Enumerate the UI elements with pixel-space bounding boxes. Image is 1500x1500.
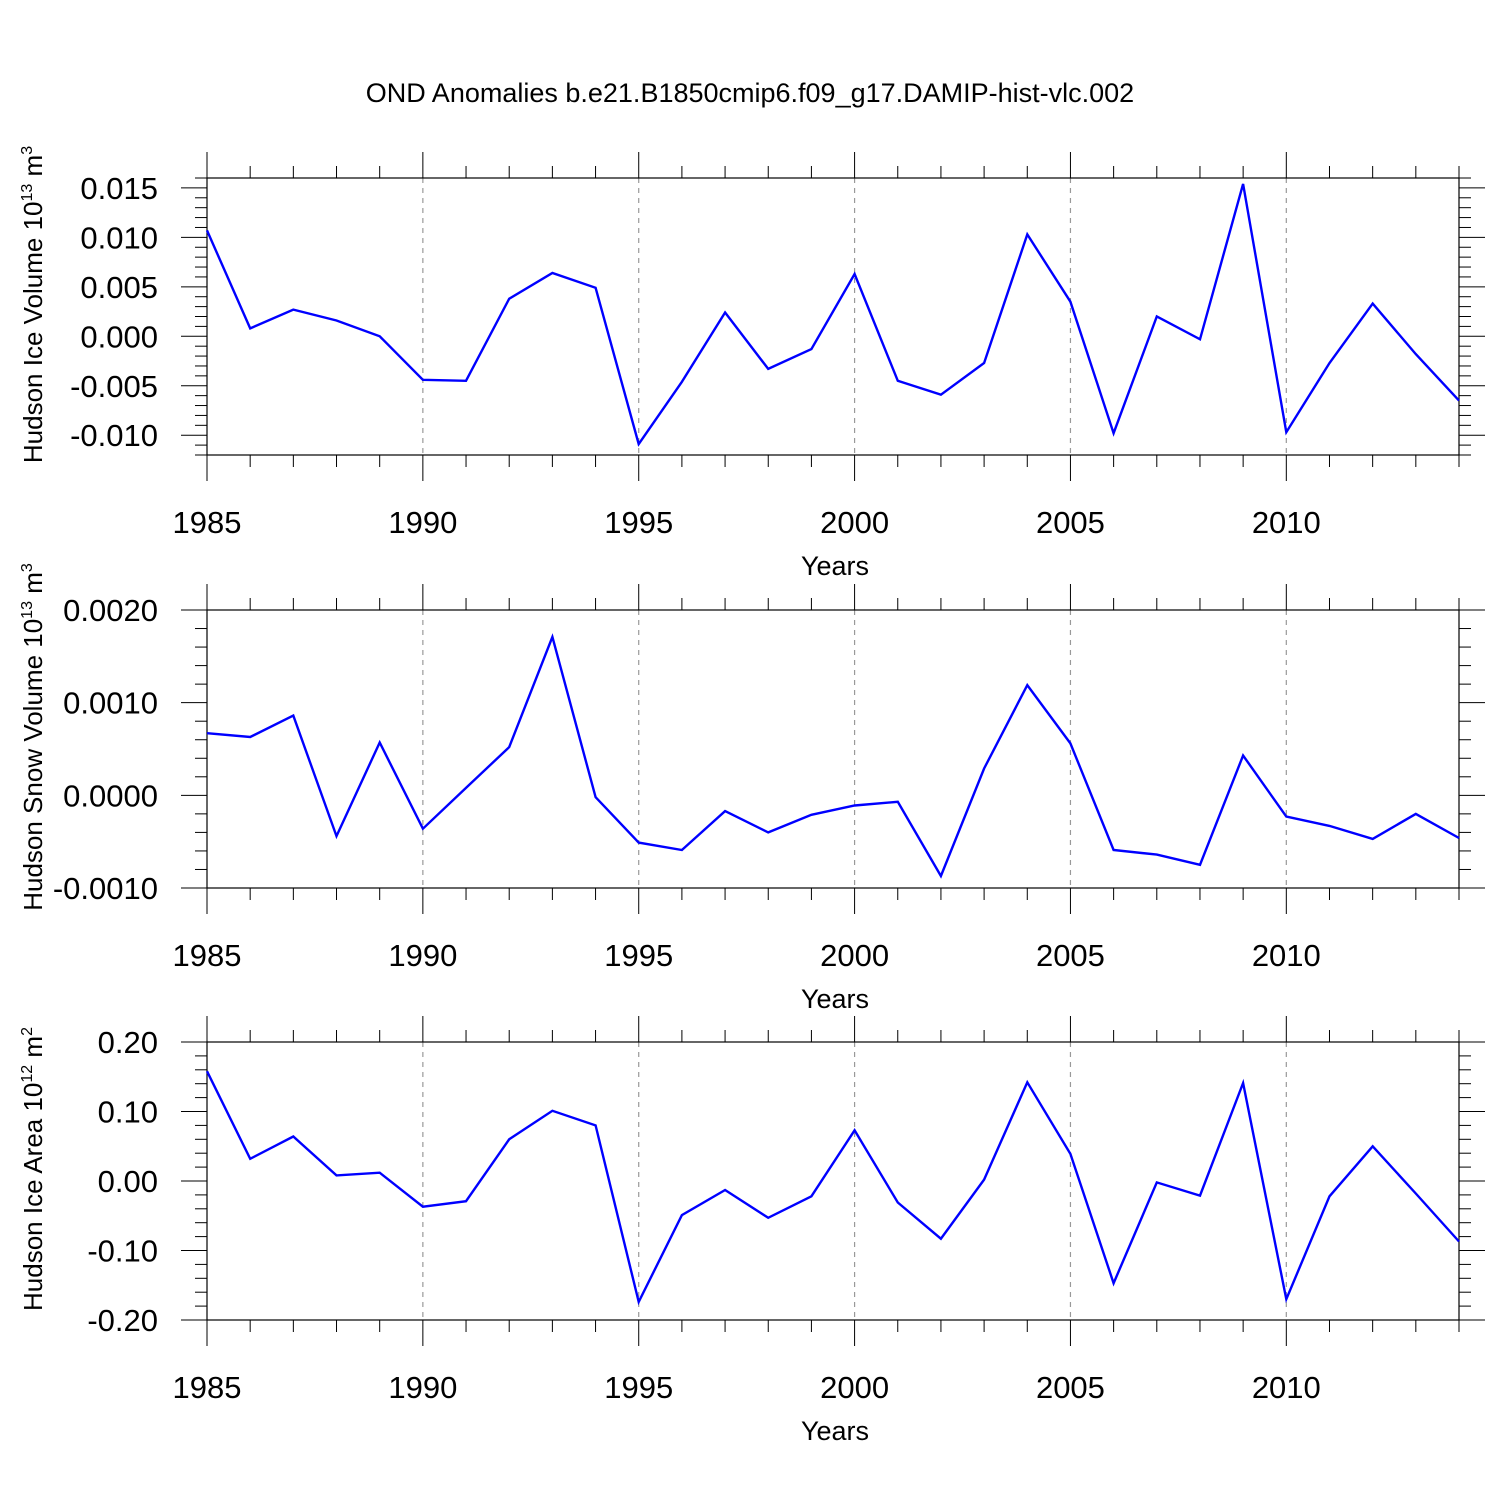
y-tick-label: 0.00 bbox=[98, 1164, 158, 1199]
y-axis-title: Hudson Ice Area 1012 m2 bbox=[18, 1027, 48, 1311]
x-tick-label: 1990 bbox=[388, 938, 457, 973]
y-tick-label: -0.0010 bbox=[53, 871, 158, 906]
series-line bbox=[205, 183, 1460, 447]
y-tick-label: 0.010 bbox=[80, 220, 158, 255]
y-tick-label: 0.000 bbox=[80, 319, 158, 354]
x-axis-title: Years bbox=[801, 1416, 869, 1446]
y-tick-label: 0.0000 bbox=[63, 778, 158, 813]
plot-frame bbox=[206, 1041, 1460, 1321]
y-axis-title: Hudson Ice Volume 1013 m3 bbox=[18, 146, 48, 463]
x-axis-title: Years bbox=[801, 551, 869, 581]
x-tick-label: 2010 bbox=[1252, 1370, 1321, 1405]
x-tick-label: 1985 bbox=[173, 505, 242, 540]
x-tick-label: 2000 bbox=[820, 938, 889, 973]
x-tick-label: 1985 bbox=[173, 938, 242, 973]
chart-title: OND Anomalies b.e21.B1850cmip6.f09_g17.D… bbox=[365, 78, 1135, 108]
y-tick-label: -0.20 bbox=[87, 1303, 158, 1338]
plot-frame bbox=[206, 177, 1460, 456]
x-tick-label: 1985 bbox=[173, 1370, 242, 1405]
y-tick-label: -0.010 bbox=[70, 418, 158, 453]
y-tick-label: -0.005 bbox=[70, 369, 158, 404]
x-tick-label: 2005 bbox=[1036, 505, 1105, 540]
y-tick-label: 0.005 bbox=[80, 270, 158, 305]
plot-frame bbox=[206, 609, 1460, 889]
y-tick-label: 0.20 bbox=[98, 1025, 158, 1060]
panel-1: 1985 1990 1995 2000 2005 2010 -0.010 -0.005 0.00… bbox=[18, 146, 1485, 581]
series-line bbox=[206, 633, 1460, 879]
y-tick-label: -0.10 bbox=[87, 1234, 158, 1269]
x-axis-title: Years bbox=[801, 984, 869, 1014]
series-line bbox=[205, 1070, 1460, 1306]
y-tick-label: 0.10 bbox=[98, 1095, 158, 1130]
x-tick-label: 1990 bbox=[388, 1370, 457, 1405]
x-tick-label: 2005 bbox=[1036, 1370, 1105, 1405]
x-tick-label: 1995 bbox=[604, 505, 673, 540]
panel-2: 1985 1990 1995 2000 2005 2010 -0.0010 0.0000 0.0… bbox=[18, 563, 1485, 1014]
x-tick-label: 2010 bbox=[1252, 505, 1321, 540]
x-tick-label: 2010 bbox=[1252, 938, 1321, 973]
x-tick-label: 1990 bbox=[388, 505, 457, 540]
panel-3: 1985 1990 1995 2000 2005 2010 -0.20 -0.10 0.00 0.… bbox=[18, 1016, 1485, 1446]
y-tick-label: 0.0020 bbox=[63, 593, 158, 628]
x-tick-label: 1995 bbox=[604, 938, 673, 973]
x-tick-label: 1995 bbox=[604, 1370, 673, 1405]
y-tick-label: 0.015 bbox=[80, 171, 158, 206]
x-tick-label: 2005 bbox=[1036, 938, 1105, 973]
y-tick-label: 0.0010 bbox=[63, 686, 158, 721]
x-tick-label: 2000 bbox=[820, 1370, 889, 1405]
y-axis-title: Hudson Snow Volume 1013 m3 bbox=[18, 563, 48, 911]
x-tick-label: 2000 bbox=[820, 505, 889, 540]
